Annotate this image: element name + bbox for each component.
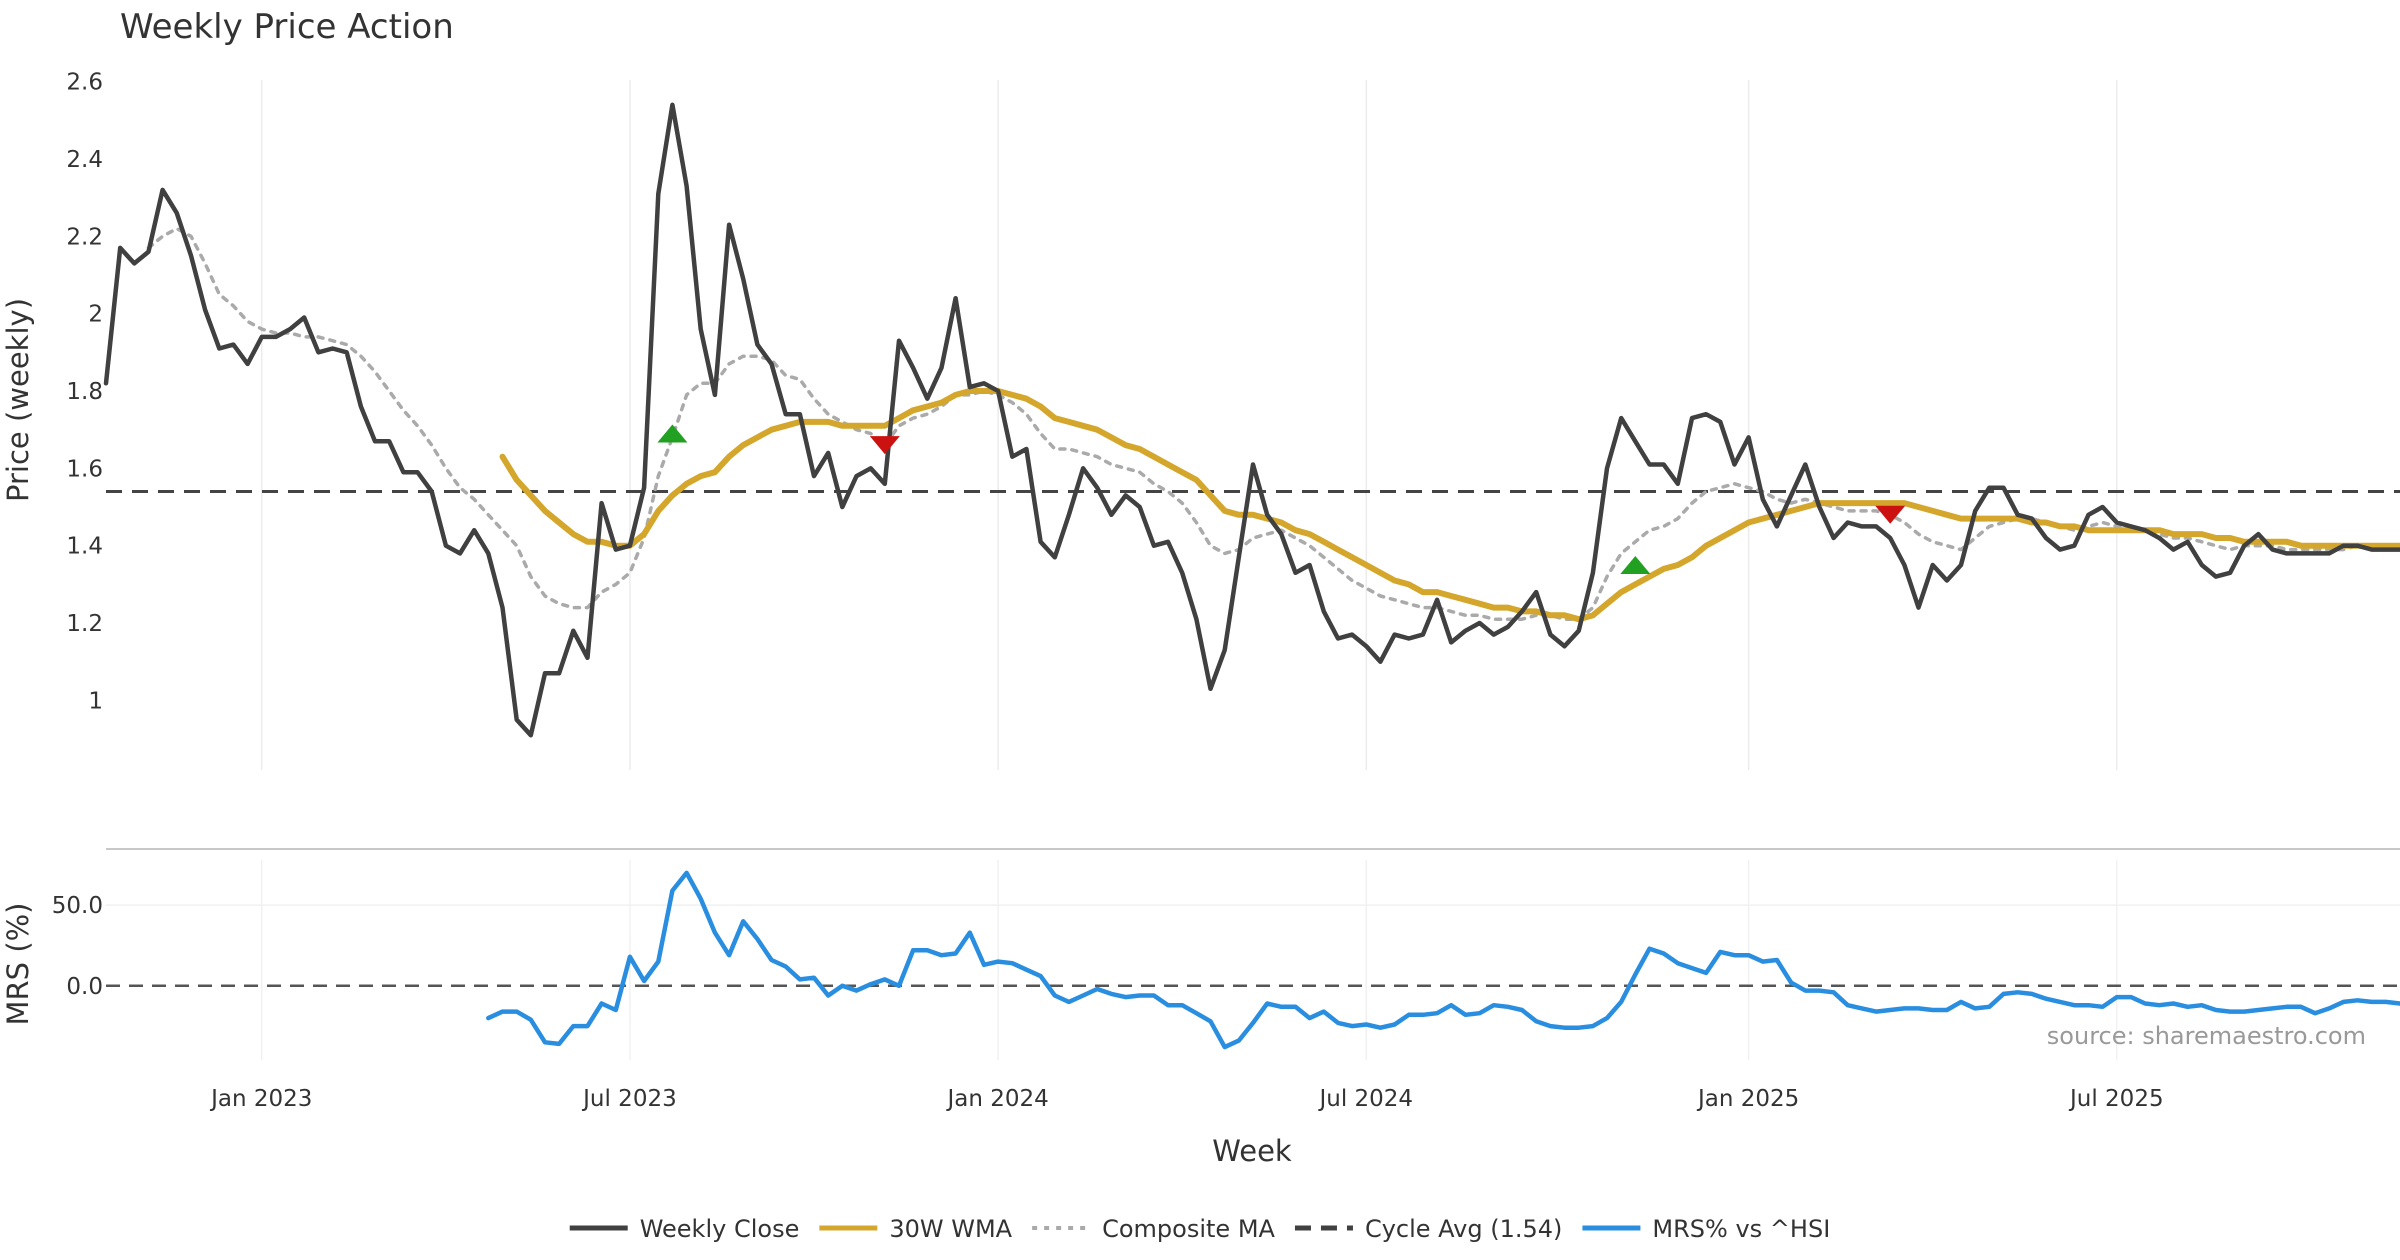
price-y-tick-8: 2.6 [66, 70, 103, 96]
x-axis-title: Week [1212, 1134, 1292, 1168]
legend-label-1: 30W WMA [889, 1215, 1012, 1243]
price-y-axis-title: Price (weekly) [1, 298, 35, 502]
source-credit: source: sharemaestro.com [2047, 1022, 2366, 1050]
mrs-y-axis-title: MRS (%) [1, 903, 35, 1026]
series-weekly-close [103, 102, 2400, 738]
legend-label-4: MRS% vs ^HSI [1652, 1215, 1830, 1243]
x-tick-label-3: Jul 2024 [1317, 1086, 1413, 1112]
price-y-tick-2: 1.4 [66, 534, 103, 560]
x-tick-label-0: Jan 2023 [209, 1086, 312, 1112]
sell-signal-marker-3 [1875, 505, 1906, 524]
buy-signal-marker-0 [657, 424, 688, 443]
x-tick-labels: Jan 2023 Jul 2023 Jan 2024 Jul 2024 Jan 2025… [209, 1086, 2163, 1112]
series-composite-ma [146, 226, 2400, 621]
series-30w-wma [499, 388, 2400, 623]
legend-label-0: Weekly Close [640, 1215, 800, 1243]
legend-label-3: Cycle Avg (1.54) [1365, 1215, 1562, 1243]
x-tick-label-2: Jan 2024 [945, 1086, 1048, 1112]
mrs-gridlines [106, 860, 2400, 1060]
x-tick-label-5: Jul 2025 [2068, 1086, 2164, 1112]
price-y-tick-labels: 1 1.2 1.4 1.6 1.8 2 2.2 2.4 2.6 [66, 70, 103, 715]
price-y-tick-0: 1 [88, 688, 103, 714]
price-y-tick-5: 2 [88, 302, 103, 328]
signal-markers [657, 424, 1906, 575]
x-tick-label-1: Jul 2023 [581, 1086, 677, 1112]
x-tick-label-4: Jan 2025 [1696, 1086, 1799, 1112]
sell-signal-marker-1 [869, 436, 900, 455]
buy-signal-marker-2 [1620, 556, 1651, 575]
legend-label-2: Composite MA [1102, 1215, 1275, 1243]
mrs-series [486, 870, 2400, 1050]
price-y-tick-1: 1.2 [66, 611, 103, 637]
series-mrs-vs-hsi [486, 870, 2400, 1050]
price-y-tick-7: 2.4 [66, 147, 103, 173]
legend: Weekly Close 30W WMA Composite MA Cycle Avg… [569, 1215, 1830, 1243]
price-y-tick-6: 2.2 [66, 224, 103, 250]
price-gridlines [261, 80, 2118, 770]
price-y-tick-4: 1.8 [66, 379, 103, 405]
mrs-y-tick-labels: 0.0 50.0 [52, 893, 103, 1000]
mrs-y-tick-1: 50.0 [52, 893, 103, 919]
chart-title: Weekly Price Action [120, 7, 454, 47]
price-y-tick-3: 1.6 [66, 456, 103, 482]
mrs-y-tick-0: 0.0 [66, 974, 103, 1000]
price-series [103, 102, 2400, 738]
